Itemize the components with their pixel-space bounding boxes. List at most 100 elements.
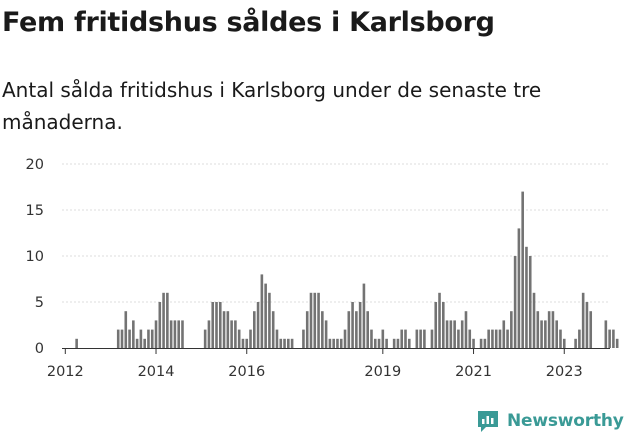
- bar: [355, 311, 358, 348]
- bar: [547, 311, 551, 348]
- bar: [203, 329, 207, 348]
- bar: [468, 329, 472, 348]
- bar: [256, 302, 260, 348]
- bar: [321, 311, 324, 348]
- newsworthy-logo-icon: [478, 411, 498, 432]
- bar: [498, 329, 502, 348]
- bar: [540, 320, 543, 348]
- bar: [615, 338, 619, 348]
- bar: [181, 320, 184, 348]
- x-tick-label: 2012: [47, 364, 84, 380]
- bar: [177, 320, 180, 348]
- bar: [143, 338, 146, 348]
- bar: [442, 302, 445, 348]
- y-tick-label: 0: [35, 341, 44, 357]
- bar: [362, 283, 366, 348]
- bar: [351, 302, 354, 348]
- bar: [207, 320, 211, 348]
- grid-lines: [62, 163, 610, 303]
- bar: [154, 320, 158, 348]
- bar: [483, 338, 487, 348]
- bar: [381, 329, 385, 348]
- bar: [328, 338, 332, 348]
- bar: [453, 320, 456, 348]
- bar: [128, 329, 131, 348]
- bar: [147, 329, 150, 348]
- bar: [510, 311, 513, 348]
- bar: [460, 320, 464, 348]
- bar: [581, 292, 585, 348]
- bar: [332, 338, 335, 348]
- bar: [513, 256, 517, 348]
- bar: [377, 338, 381, 348]
- bar: [169, 320, 173, 348]
- bar: [237, 329, 241, 348]
- bar: [517, 228, 521, 348]
- bar: [150, 329, 154, 348]
- chart-subtitle: Antal sålda fritidshus i Karlsborg under…: [2, 78, 542, 134]
- bar: [253, 311, 256, 348]
- bar: [574, 338, 577, 348]
- bar: [124, 311, 128, 348]
- bar: [264, 283, 267, 348]
- bar: [487, 329, 490, 348]
- bar: [536, 311, 540, 348]
- bar: [75, 338, 78, 348]
- bar: [415, 329, 419, 348]
- bar: [528, 256, 532, 348]
- bar: [449, 320, 453, 348]
- bar: [612, 329, 615, 348]
- bar: [283, 338, 286, 348]
- bar: [604, 320, 608, 348]
- bar: [494, 329, 498, 348]
- bar: [139, 329, 143, 348]
- bar: [260, 274, 264, 348]
- bar: [241, 338, 245, 348]
- bar: [336, 338, 339, 348]
- bar: [222, 311, 226, 348]
- bar: [506, 329, 509, 348]
- bar: [218, 302, 222, 348]
- bar: [135, 338, 139, 348]
- bar: [116, 329, 120, 348]
- bar: [215, 302, 218, 348]
- bar: [226, 311, 230, 348]
- bar: [502, 320, 506, 348]
- bar: [396, 338, 400, 348]
- bar: [158, 302, 162, 348]
- bar: [132, 320, 135, 348]
- bars: [75, 191, 619, 348]
- bar: [589, 311, 593, 348]
- x-tick-label: 2023: [546, 364, 583, 380]
- axes: 051015202012201420162019202120232025: [26, 157, 610, 380]
- bar: [438, 292, 441, 348]
- newsworthy-brand: Newsworthy: [475, 408, 624, 434]
- bar: [445, 320, 449, 348]
- bar: [430, 329, 434, 348]
- bar: [457, 329, 460, 348]
- bar: [491, 329, 494, 348]
- y-tick-label: 5: [35, 295, 44, 311]
- bar: [245, 338, 249, 348]
- bar: [373, 338, 377, 348]
- x-tick-label: 2019: [364, 364, 401, 380]
- bar: [479, 338, 483, 348]
- bar: [521, 191, 524, 348]
- bar: [464, 311, 468, 348]
- brand-name: Newsworthy: [507, 411, 624, 431]
- bar: [472, 338, 475, 348]
- bar: [305, 311, 309, 348]
- bar: [551, 311, 555, 348]
- bar: [608, 329, 611, 348]
- bar: [324, 320, 328, 348]
- bar: [358, 302, 362, 348]
- bar: [532, 292, 536, 348]
- bar: [347, 311, 351, 348]
- bar: [271, 311, 275, 348]
- bar: [404, 329, 407, 348]
- bar: [313, 292, 317, 348]
- x-tick-label: 2021: [455, 364, 492, 380]
- bar: [400, 329, 404, 348]
- bar: [419, 329, 422, 348]
